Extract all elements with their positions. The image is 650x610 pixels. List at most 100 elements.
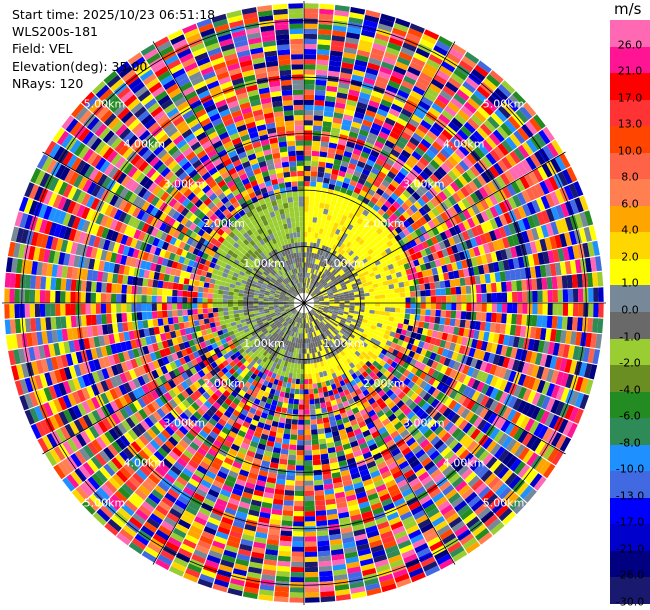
velocity-cell [325, 198, 332, 205]
velocity-cell [359, 296, 365, 300]
velocity-cell [319, 299, 325, 302]
velocity-cell [297, 429, 304, 436]
velocity-cell [497, 84, 512, 98]
velocity-cell [353, 170, 362, 178]
velocity-cell [394, 218, 403, 226]
velocity-cell [460, 105, 474, 118]
velocity-cell [458, 211, 467, 222]
velocity-cell [311, 439, 319, 445]
velocity-cell [562, 289, 569, 303]
velocity-cell [319, 304, 325, 307]
velocity-cell [304, 211, 309, 217]
velocity-cell [318, 392, 325, 399]
velocity-cell [399, 84, 412, 95]
velocity-cell [512, 257, 520, 269]
velocity-cell [479, 274, 486, 284]
velocity-cell [372, 223, 380, 231]
velocity-cell [333, 20, 348, 27]
velocity-cell [314, 495, 325, 501]
velocity-cell [385, 46, 400, 56]
velocity-cell [287, 459, 296, 466]
velocity-cell [443, 272, 450, 281]
velocity-cell [483, 331, 490, 342]
velocity-cell [416, 271, 424, 279]
velocity-cell [361, 267, 368, 273]
velocity-cell [354, 300, 360, 303]
velocity-cell [348, 312, 354, 316]
velocity-cell [314, 100, 325, 106]
velocity-cell [572, 345, 580, 361]
velocity-cell [283, 500, 294, 506]
velocity-cell [343, 323, 350, 329]
velocity-cell [306, 257, 309, 263]
velocity-cell [316, 238, 321, 245]
velocity-cell [429, 282, 436, 290]
velocity-cell [388, 37, 404, 47]
velocity-cell [481, 303, 487, 312]
velocity-cell [478, 350, 486, 361]
velocity-cell [342, 155, 351, 163]
velocity-cell [331, 269, 337, 275]
velocity-cell [434, 354, 442, 363]
velocity-cell [304, 480, 314, 486]
velocity-cell [347, 22, 363, 30]
velocity-cell [550, 158, 562, 173]
velocity-cell [337, 241, 343, 248]
velocity-cell [293, 399, 299, 405]
velocity-cell [292, 531, 304, 537]
velocity-cell [351, 74, 364, 82]
velocity-cell [430, 289, 436, 296]
velocity-cell [536, 394, 546, 408]
velocity-cell [525, 120, 538, 135]
velocity-cell [430, 296, 437, 303]
velocity-cell [569, 230, 578, 245]
velocity-cell [507, 258, 515, 270]
velocity-cell [320, 266, 325, 273]
velocity-cell [356, 217, 364, 225]
velocity-cell [379, 307, 386, 312]
velocity-cell [379, 224, 387, 232]
velocity-cell [512, 359, 520, 372]
velocity-cell [355, 165, 364, 173]
velocity-cell [356, 270, 363, 276]
velocity-cell [470, 114, 483, 127]
velocity-cell [539, 238, 548, 252]
velocity-cell [370, 303, 376, 307]
velocity-cell [416, 174, 426, 184]
velocity-cell [319, 249, 324, 256]
velocity-cell [423, 63, 438, 74]
velocity-cell [483, 119, 496, 133]
velocity-cell [426, 58, 441, 70]
velocity-cell [426, 177, 436, 187]
velocity-cell [554, 356, 563, 371]
velocity-cell [317, 44, 331, 51]
velocity-cell [334, 303, 340, 305]
velocity-cell [501, 313, 507, 324]
velocity-cell [471, 226, 480, 237]
velocity-cell [533, 422, 544, 437]
velocity-cell [408, 319, 415, 326]
velocity-cell [308, 383, 313, 390]
velocity-cell [287, 464, 296, 471]
velocity-cell [403, 336, 411, 343]
velocity-cell [312, 444, 320, 451]
velocity-cell [524, 242, 533, 255]
velocity-cell [565, 330, 572, 345]
velocity-cell [552, 289, 558, 303]
velocity-cell [476, 293, 482, 303]
velocity-cell [316, 54, 330, 61]
velocity-cell [440, 221, 449, 231]
velocity-cell [542, 427, 553, 442]
velocity-cell [343, 114, 354, 122]
velocity-cell [377, 153, 388, 162]
velocity-cell [421, 194, 430, 204]
velocity-cell [430, 197, 440, 207]
velocity-cell [485, 208, 494, 220]
velocity-cell [344, 321, 351, 326]
velocity-cell [451, 244, 459, 254]
velocity-cell [464, 320, 471, 329]
velocity-cell [390, 213, 399, 222]
velocity-cell [312, 130, 322, 137]
velocity-cell [311, 292, 316, 297]
velocity-cell [486, 312, 492, 322]
